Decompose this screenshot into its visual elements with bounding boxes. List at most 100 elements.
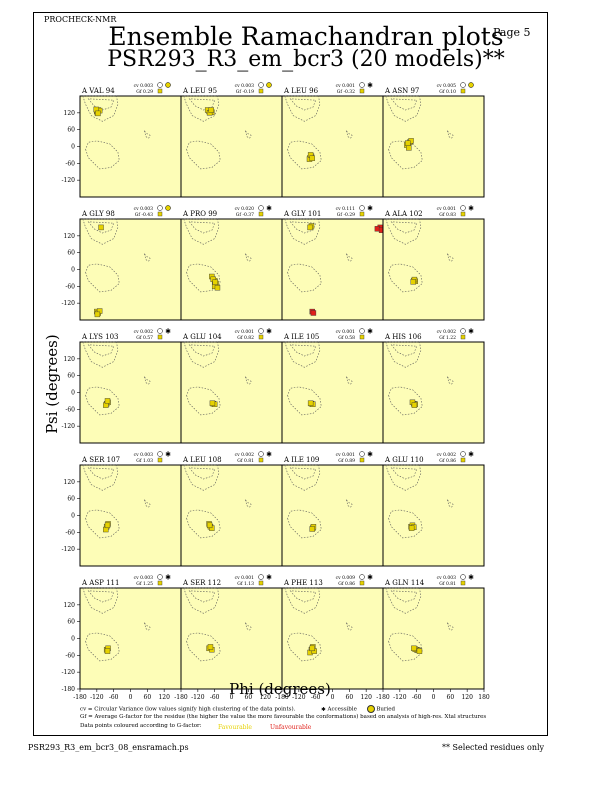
panel-cv: cv 0.003 [134, 452, 154, 458]
panel-gf: Gf 1.22 [439, 335, 456, 341]
panel-residue-label: A ILE 109 [283, 456, 319, 464]
cv-marker-icon [157, 82, 163, 88]
accessible-marker-icon: ✱ [266, 451, 272, 459]
panel-gf: Gf -0.32 [337, 89, 355, 95]
cv-marker-icon [359, 205, 365, 211]
y-tick-label: 60 [67, 619, 75, 626]
panel-gf: Gf 0.81 [237, 458, 254, 464]
x-tick-label: 120 [461, 694, 473, 701]
panel-cv: cv 0.003 [134, 206, 154, 212]
panel-gf: Gf -0.19 [236, 89, 254, 95]
allowed-region-outline [183, 95, 220, 122]
panel-gf: Gf -0.43 [135, 212, 153, 218]
cv-marker-icon [258, 328, 264, 334]
panel-residue-label: A ASP 111 [81, 579, 119, 587]
allowed-region-outline [385, 95, 422, 122]
panel-background [79, 218, 182, 321]
panel-cv: cv 0.003 [235, 83, 255, 89]
data-point [104, 398, 111, 404]
allowed-region-outline [289, 98, 317, 111]
allowed-region-outline [186, 263, 221, 293]
x-tick-label: 120 [259, 694, 271, 701]
data-point [98, 224, 104, 231]
data-point [307, 400, 314, 406]
panel-background [79, 341, 182, 444]
panel-cv: cv 0.002 [235, 452, 255, 458]
x-tick-label: -180 [275, 694, 289, 701]
allowed-region-outline [287, 509, 322, 539]
gf-colour-swatch [258, 580, 264, 586]
cv-marker-icon [157, 328, 163, 334]
allowed-region-outline [289, 221, 317, 234]
allowed-region-outline [390, 467, 418, 480]
data-point [307, 224, 313, 231]
cv-marker-icon [258, 82, 264, 88]
x-tick-label: 60 [245, 694, 253, 701]
allowed-region-outline [186, 386, 221, 416]
data-point [104, 648, 111, 654]
allowed-region-outline [85, 509, 120, 539]
allowed-region-outline [345, 622, 353, 631]
allowed-region-outline [143, 499, 151, 508]
panel-gf: Gf 1.13 [237, 581, 254, 587]
allowed-region-outline [82, 95, 119, 122]
x-tick-label: 0 [432, 694, 436, 701]
legend-gf: Gf = Average G-factor for the residue (t… [80, 714, 487, 720]
data-point [104, 522, 111, 529]
panel-background [382, 587, 485, 690]
y-tick-label: -120 [62, 177, 76, 184]
panel-residue-label: A PRO 99 [182, 210, 217, 218]
panel-cv: cv 0.003 [437, 575, 457, 581]
accessible-marker-icon: ✱ [468, 451, 474, 459]
allowed-region-outline [87, 98, 115, 111]
allowed-region-outline [287, 263, 322, 293]
gf-colour-swatch [258, 88, 264, 94]
allowed-region-outline [385, 341, 422, 368]
gf-colour-swatch [258, 211, 264, 217]
y-tick-label: 60 [67, 250, 75, 257]
gf-colour-swatch [157, 211, 163, 217]
panel-residue-label: A LEU 108 [182, 456, 222, 464]
x-tick-label: 120 [360, 694, 372, 701]
data-point [411, 645, 417, 652]
allowed-region-outline [183, 341, 220, 368]
accessible-marker-icon: ✱ [367, 205, 373, 213]
panel-cv: cv 0.001 [336, 83, 356, 89]
x-tick-label: -120 [90, 694, 104, 701]
allowed-region-outline [143, 376, 151, 385]
allowed-region-outline [186, 140, 221, 170]
accessible-marker-icon: ✱ [468, 328, 474, 336]
data-point [309, 645, 315, 652]
allowed-region-outline [284, 218, 321, 245]
allowed-region-outline [390, 344, 418, 357]
gf-colour-swatch [157, 88, 163, 94]
panel-gf: Gf 0.86 [338, 581, 355, 587]
cv-marker-icon [460, 328, 466, 334]
allowed-region-outline [446, 376, 454, 385]
accessible-marker-icon: ✱ [266, 574, 272, 582]
panel-gf: Gf 0.82 [237, 335, 254, 341]
accessible-marker-icon: ✱ [165, 451, 171, 459]
panel-background [281, 218, 384, 321]
panel-gf: Gf 0.29 [136, 89, 153, 95]
allowed-region-outline [188, 467, 216, 480]
allowed-region-outline [82, 464, 119, 491]
footer-note: ** Selected residues only [442, 743, 545, 752]
panel-cv: cv 0.002 [134, 329, 154, 335]
panel-cv: cv 0.001 [235, 575, 255, 581]
panel-residue-label: A GLU 104 [182, 333, 222, 341]
y-tick-label: -120 [62, 423, 76, 430]
y-tick-label: 0 [71, 636, 75, 643]
panel-residue-label: A GLN 114 [384, 579, 425, 587]
allowed-region-outline [287, 140, 322, 170]
allowed-region-outline [87, 221, 115, 234]
y-tick-label: 120 [64, 110, 76, 117]
panel-residue-label: A LYS 103 [81, 333, 118, 341]
program-tag: PROCHECK-NMR [44, 15, 117, 24]
panel-background [180, 218, 283, 321]
data-point [209, 400, 216, 406]
